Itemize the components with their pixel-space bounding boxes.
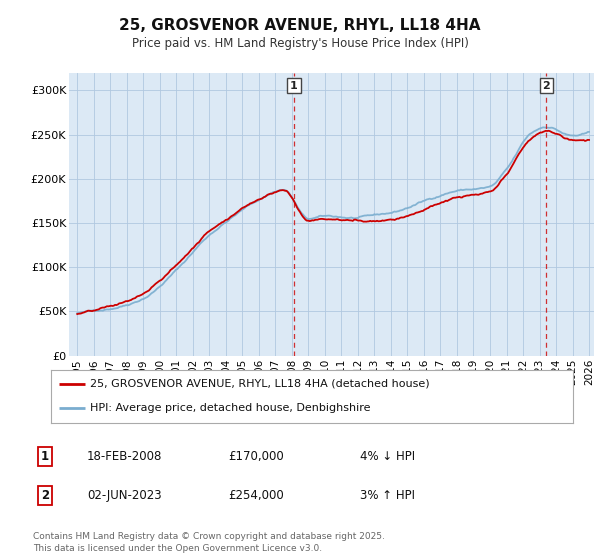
Text: 1: 1 bbox=[41, 450, 49, 463]
Text: 2: 2 bbox=[542, 81, 550, 91]
Text: 2: 2 bbox=[41, 489, 49, 502]
Text: £170,000: £170,000 bbox=[228, 450, 284, 463]
Text: 25, GROSVENOR AVENUE, RHYL, LL18 4HA: 25, GROSVENOR AVENUE, RHYL, LL18 4HA bbox=[119, 18, 481, 32]
Text: Price paid vs. HM Land Registry's House Price Index (HPI): Price paid vs. HM Land Registry's House … bbox=[131, 37, 469, 50]
Text: HPI: Average price, detached house, Denbighshire: HPI: Average price, detached house, Denb… bbox=[90, 403, 371, 413]
Text: 25, GROSVENOR AVENUE, RHYL, LL18 4HA (detached house): 25, GROSVENOR AVENUE, RHYL, LL18 4HA (de… bbox=[90, 379, 430, 389]
Text: £254,000: £254,000 bbox=[228, 489, 284, 502]
Text: 1: 1 bbox=[290, 81, 298, 91]
Text: 02-JUN-2023: 02-JUN-2023 bbox=[87, 489, 161, 502]
Text: 18-FEB-2008: 18-FEB-2008 bbox=[87, 450, 163, 463]
Text: 4% ↓ HPI: 4% ↓ HPI bbox=[360, 450, 415, 463]
Text: Contains HM Land Registry data © Crown copyright and database right 2025.
This d: Contains HM Land Registry data © Crown c… bbox=[33, 533, 385, 553]
Text: 3% ↑ HPI: 3% ↑ HPI bbox=[360, 489, 415, 502]
